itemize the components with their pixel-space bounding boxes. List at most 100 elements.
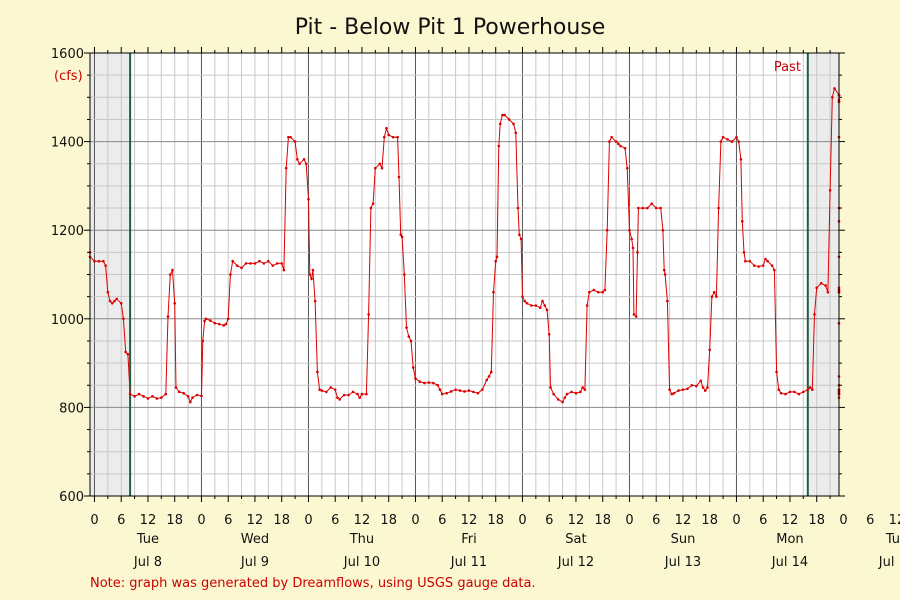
- data-point: [570, 390, 573, 394]
- data-point: [126, 352, 130, 356]
- data-point: [186, 395, 190, 398]
- y-tick-label: 1400: [51, 136, 84, 151]
- data-point: [267, 259, 270, 263]
- data-point: [828, 189, 832, 192]
- x-tick-label: 6: [759, 513, 767, 528]
- data-point: [308, 273, 312, 276]
- data-point: [313, 299, 317, 303]
- y-tick-label: 1200: [51, 224, 84, 239]
- data-point: [472, 390, 475, 394]
- data-point: [168, 273, 172, 276]
- data-point: [726, 138, 729, 141]
- x-tick-label: 0: [197, 513, 205, 528]
- data-point: [155, 397, 159, 400]
- data-point: [715, 295, 718, 298]
- data-point: [614, 140, 618, 143]
- data-point: [695, 384, 698, 388]
- data-point: [534, 304, 538, 307]
- data-point: [454, 388, 457, 391]
- x-day-label: Wed: [241, 532, 269, 547]
- x-tick-label: 18: [808, 513, 825, 528]
- data-point: [581, 386, 584, 389]
- data-point: [489, 370, 493, 374]
- data-point: [289, 135, 292, 139]
- data-point: [476, 391, 480, 395]
- data-point: [556, 398, 560, 401]
- data-point: [645, 206, 649, 210]
- data-point: [244, 262, 248, 265]
- x-tick-label: 6: [545, 513, 553, 528]
- data-point: [543, 304, 547, 307]
- data-point: [108, 299, 112, 303]
- data-point: [518, 233, 521, 236]
- data-point: [813, 313, 816, 316]
- data-point: [494, 259, 498, 263]
- data-point: [403, 273, 406, 276]
- data-point: [530, 304, 533, 307]
- data-point: [592, 288, 596, 292]
- data-point: [719, 140, 723, 143]
- data-point: [333, 388, 337, 391]
- data-point: [391, 135, 395, 139]
- data-point: [304, 162, 308, 166]
- data-point: [677, 389, 680, 392]
- x-day-label: Tue: [136, 532, 159, 547]
- data-point: [347, 393, 350, 397]
- data-point: [603, 288, 607, 292]
- x-date-label: Jul 12: [557, 555, 594, 570]
- data-point: [588, 290, 591, 294]
- data-point: [605, 228, 609, 232]
- x-tick-label: 0: [625, 513, 633, 528]
- data-point: [320, 389, 324, 392]
- data-point: [115, 297, 119, 301]
- data-point: [487, 375, 491, 378]
- data-point: [204, 317, 208, 321]
- x-tick-label: 18: [380, 513, 397, 528]
- data-point: [133, 395, 136, 398]
- data-point: [365, 392, 368, 396]
- footer-note: Note: graph was generated by Dreamflows,…: [90, 576, 536, 591]
- data-point: [275, 262, 279, 265]
- data-point: [636, 251, 639, 254]
- x-axis: 0 6 12 18 0 6 12 18 0 6 12 18 0 6 12 18 0 6 12 18 0 6 12 18 0 6 12…: [90, 47, 900, 570]
- x-tick-label: 12: [354, 513, 371, 528]
- data-point: [740, 220, 744, 223]
- data-point: [423, 381, 426, 385]
- data-point: [833, 87, 836, 90]
- data-point: [690, 383, 694, 387]
- data-point: [438, 388, 442, 391]
- data-point: [815, 286, 819, 290]
- data-point: [189, 400, 192, 404]
- data-point: [191, 396, 194, 399]
- x-day-label: Thu: [349, 532, 374, 547]
- data-point: [779, 391, 783, 395]
- data-point: [380, 166, 384, 170]
- data-point: [110, 301, 114, 305]
- data-point: [369, 206, 373, 210]
- data-point: [610, 135, 613, 139]
- data-point: [503, 113, 506, 117]
- data-point: [113, 299, 116, 303]
- data-point: [171, 268, 174, 272]
- data-point: [235, 264, 239, 267]
- data-point: [628, 228, 631, 232]
- data-point: [200, 394, 203, 398]
- data-series: [88, 87, 841, 404]
- data-point: [650, 202, 654, 205]
- data-point: [463, 390, 466, 393]
- data-point: [311, 268, 315, 272]
- x-tick-label: 0: [411, 513, 419, 528]
- data-point: [182, 391, 185, 395]
- data-point: [752, 264, 756, 267]
- data-point: [481, 388, 484, 391]
- data-point: [810, 388, 814, 391]
- data-point: [523, 299, 526, 303]
- data-point: [686, 387, 689, 391]
- x-tick-label: 0: [90, 513, 98, 528]
- data-point: [632, 313, 636, 316]
- data-point: [826, 290, 830, 294]
- data-point: [166, 315, 170, 318]
- data-point: [324, 390, 328, 394]
- data-point: [661, 228, 665, 232]
- data-point: [229, 273, 232, 276]
